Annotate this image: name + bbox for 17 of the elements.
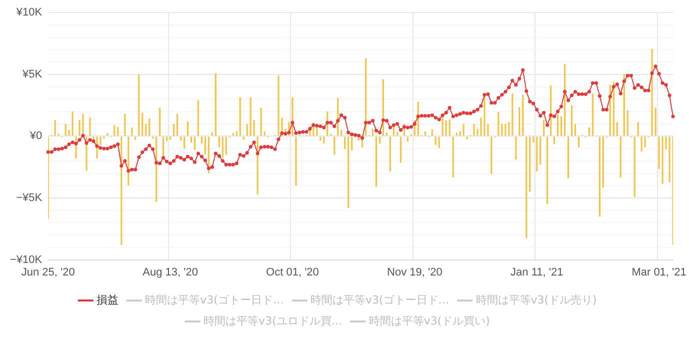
legend-label: 時間は平等v3(ゴトー日ド… — [145, 293, 284, 306]
legend-label: 損益 — [96, 293, 119, 306]
legend-label: 時間は平等v3(ドル売り) — [476, 293, 597, 306]
x-tick-label: Mar 01, '21 — [632, 266, 686, 278]
legend-label: 時間は平等v3(ゴトー日ド… — [310, 293, 450, 306]
x-tick-label: Oct 01, '20 — [266, 266, 319, 278]
y-tick-label: ¥0 — [28, 130, 42, 142]
x-tick-label: Jan 11, '21 — [510, 266, 564, 278]
y-tick-label: ¥5K — [22, 68, 43, 80]
y-tick-label: −¥5K — [16, 192, 43, 204]
x-tick-label: Jun 25, '20 — [21, 266, 75, 278]
y-tick-label: −¥10K — [10, 254, 43, 266]
legend-label: 時間は平等v3(ユロドル買… — [204, 314, 342, 328]
legend-label: 時間は平等v3(ドル買い) — [368, 314, 490, 328]
y-tick-label: ¥10K — [15, 6, 43, 19]
x-tick-label: Aug 13, '20 — [142, 266, 198, 278]
x-tick-label: Nov 19, '20 — [387, 266, 442, 278]
